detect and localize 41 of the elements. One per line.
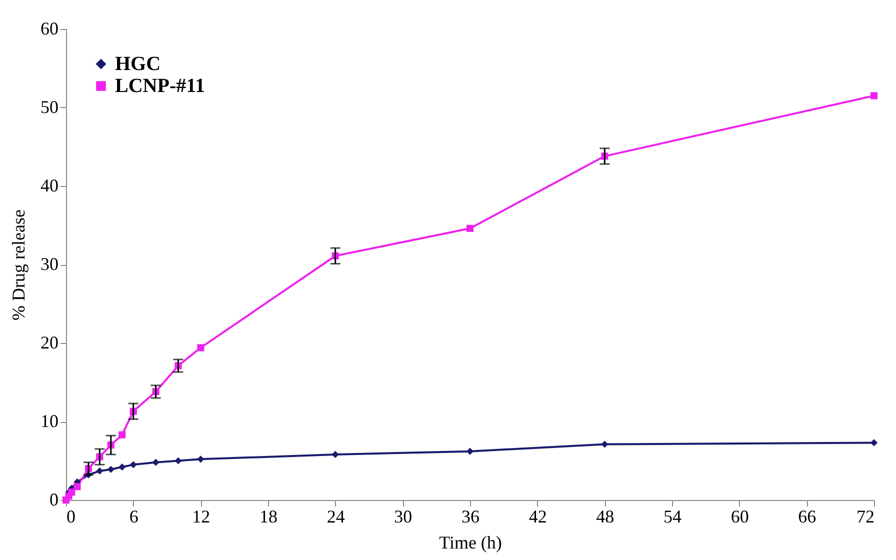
point — [870, 92, 878, 100]
x-axis-title: Time (h) — [439, 532, 502, 552]
x-tick-label: 54 — [664, 506, 682, 526]
point — [118, 431, 126, 438]
x-tick-label: 12 — [192, 506, 210, 526]
point — [118, 463, 126, 471]
point — [601, 440, 608, 448]
x-tick-label: 36 — [462, 506, 480, 526]
point — [96, 467, 104, 474]
x-tick-label: 30 — [394, 506, 412, 526]
point — [174, 457, 182, 464]
point — [68, 488, 76, 496]
point — [870, 439, 878, 446]
x-tick-label: 24 — [326, 506, 345, 526]
point — [466, 224, 474, 232]
x-tick-label: 18 — [260, 506, 278, 526]
legend-label: LCNP-#11 — [115, 75, 205, 97]
y-tick-label: 0 — [50, 490, 58, 510]
y-tick-label: 50 — [40, 97, 58, 117]
point — [466, 448, 474, 455]
x-tick-label: 66 — [798, 506, 816, 526]
x-tick-label: 0 — [66, 506, 76, 526]
y-tick-label: 20 — [40, 332, 58, 352]
x-tick-label: 42 — [528, 506, 547, 526]
point — [152, 458, 160, 466]
x-tick-label: 60 — [730, 506, 749, 526]
y-tick-label: 10 — [40, 411, 58, 431]
point — [197, 456, 204, 463]
x-tick-label: 6 — [129, 506, 138, 526]
legend-label: HGC — [115, 53, 161, 75]
point — [74, 483, 81, 490]
point — [332, 450, 339, 458]
point — [197, 344, 204, 352]
point — [130, 461, 137, 468]
y-tick-label: 30 — [40, 254, 58, 274]
point — [107, 466, 114, 473]
y-tick-label: 60 — [40, 18, 58, 38]
x-tick-label: 72 — [856, 506, 874, 526]
x-tick-label: 48 — [596, 506, 614, 526]
y-axis-title: % Drug release — [8, 210, 28, 320]
y-tick-label: 40 — [40, 176, 58, 196]
